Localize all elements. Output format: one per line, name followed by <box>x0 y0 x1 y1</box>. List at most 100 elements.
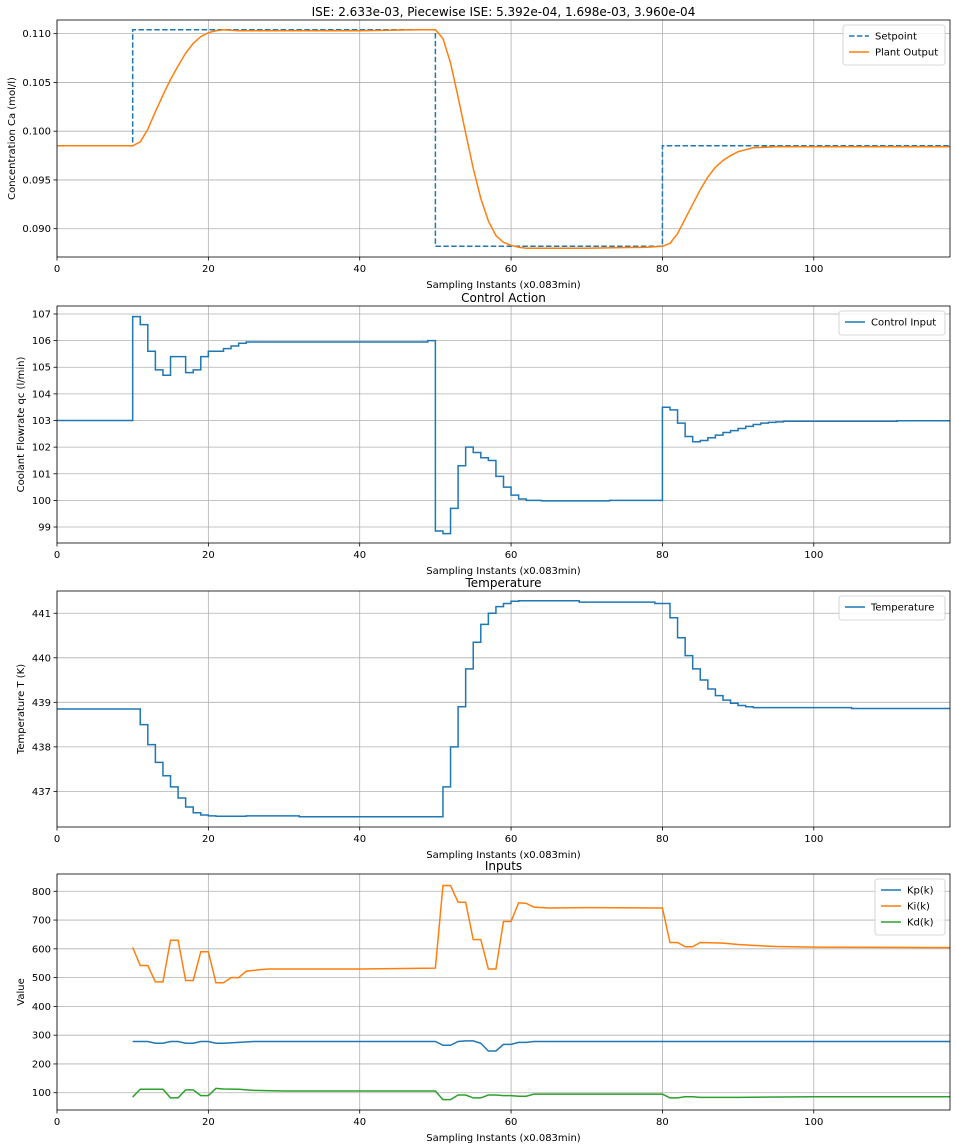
series-line-kp-k- <box>132 1040 950 1052</box>
legend-entry: Kp(k) <box>907 886 934 897</box>
y-tick-label: 439 <box>32 698 51 709</box>
legend-entry: Ki(k) <box>907 902 930 913</box>
legend: Control Input <box>838 310 946 336</box>
x-tick-label: 0 <box>54 1117 60 1128</box>
y-tick-label: 440 <box>32 653 51 664</box>
y-tick-label: 438 <box>32 742 51 753</box>
x-tick-label: 40 <box>353 264 366 275</box>
y-tick-label: 0.100 <box>22 127 51 138</box>
chart-title: Inputs <box>485 859 522 873</box>
x-tick-label: 40 <box>353 1117 366 1128</box>
y-tick-label: 0.095 <box>22 175 51 186</box>
y-tick-label: 700 <box>32 916 51 927</box>
y-tick-label: 103 <box>32 416 51 427</box>
panel-control-action: 0 20 40 60 80 100 99 100 101 102 103 104 105 106 107 Sa… <box>16 291 951 577</box>
series-line-setpoint <box>57 29 950 248</box>
y-tick-label: 104 <box>32 389 51 400</box>
x-tick-label: 20 <box>202 1117 215 1128</box>
plot-frame <box>56 590 951 828</box>
panel-inputs: 0 20 40 60 80 100 100 200 300 400 500 600 700 800 Samp… <box>16 859 951 1144</box>
series-group <box>57 600 950 818</box>
x-tick-label: 100 <box>804 550 823 561</box>
plot-frame <box>56 305 951 544</box>
chart-title: Control Action <box>461 291 546 305</box>
y-axis-label: Coolant Flowrate qc (l/min) <box>16 357 27 493</box>
chart-title: ISE: 2.633e-03, Piecewise ISE: 5.392e-04… <box>312 5 696 19</box>
y-tick-label: 102 <box>32 443 51 454</box>
grid <box>56 874 950 1110</box>
plot-frame <box>56 873 951 1111</box>
x-tick-label: 100 <box>804 1117 823 1128</box>
x-axis-label: Sampling Instants (x0.083min) <box>426 1133 580 1144</box>
panel-temperature: 0 20 40 60 80 100 437 438 439 440 441 Sampling Inst… <box>16 576 951 861</box>
series-line-temperature <box>57 600 950 818</box>
x-tick-label: 80 <box>656 550 669 561</box>
y-tick-label: 99 <box>38 523 51 534</box>
x-tick-label: 20 <box>202 550 215 561</box>
x-tick-label: 60 <box>505 550 518 561</box>
x-axis-label: Sampling Instants (x0.083min) <box>426 566 580 577</box>
x-tick-label: 80 <box>656 834 669 845</box>
x-axis-label: Sampling Instants (x0.083min) <box>426 850 580 861</box>
y-tick-label: 600 <box>32 944 51 955</box>
series-line-kd-k- <box>132 1087 950 1101</box>
y-axis-label: Temperature T (K) <box>16 664 27 755</box>
series-group <box>57 28 950 249</box>
legend-entry: Kd(k) <box>907 918 934 929</box>
legend: Setpoint Plant Output <box>842 24 946 66</box>
x-tick-label: 40 <box>353 550 366 561</box>
y-tick-label: 437 <box>32 787 51 798</box>
legend-box <box>838 310 946 336</box>
y-tick-label: 105 <box>32 363 51 374</box>
x-tick-label: 20 <box>202 834 215 845</box>
x-tick-label: 80 <box>656 264 669 275</box>
y-axis-label: Concentration Ca (mol/l) <box>7 77 18 200</box>
x-tick-label: 60 <box>505 1117 518 1128</box>
x-tick-label: 60 <box>505 834 518 845</box>
x-tick-label: 0 <box>54 834 60 845</box>
y-tick-label: 0.090 <box>22 224 51 235</box>
y-tick-label: 500 <box>32 973 51 984</box>
plot-frame <box>56 19 951 258</box>
x-tick-label: 60 <box>505 264 518 275</box>
y-tick-label: 400 <box>32 1002 51 1013</box>
series-line-plant-output <box>57 28 950 249</box>
legend-entry: Temperature <box>870 603 934 614</box>
y-tick-label: 101 <box>32 469 51 480</box>
y-tick-label: 200 <box>32 1059 51 1070</box>
legend: Temperature <box>838 595 946 621</box>
y-tick-label: 800 <box>32 887 51 898</box>
legend: Kp(k) Ki(k) Kd(k) <box>874 878 946 936</box>
legend-entry: Control Input <box>871 318 936 329</box>
legend-box <box>838 595 946 621</box>
x-axis-label: Sampling Instants (x0.083min) <box>426 280 580 291</box>
y-tick-label: 100 <box>32 496 51 507</box>
legend-box <box>874 878 946 936</box>
x-tick-label: 100 <box>804 834 823 845</box>
series-group <box>57 315 950 535</box>
x-tick-label: 100 <box>804 264 823 275</box>
series-line-ki-k- <box>131 884 950 984</box>
x-tick-label: 40 <box>353 834 366 845</box>
legend-entry: Plant Output <box>875 48 938 59</box>
x-tick-label: 0 <box>54 550 60 561</box>
grid <box>56 20 950 257</box>
legend-entry: Setpoint <box>875 32 917 43</box>
chart-title: Temperature <box>464 576 541 590</box>
legend-box <box>842 24 946 66</box>
x-tick-label: 0 <box>54 264 60 275</box>
y-axis-label: Value <box>16 978 27 1005</box>
series-line-control-input <box>57 315 950 535</box>
series-group <box>131 884 950 1101</box>
grid <box>56 591 950 827</box>
y-tick-label: 100 <box>32 1088 51 1099</box>
x-tick-label: 20 <box>202 264 215 275</box>
panel-concentration: 0 20 40 60 80 100 0.090 0.095 0.100 0.105 0.110 Sam… <box>7 5 951 291</box>
y-tick-label: 300 <box>32 1031 51 1042</box>
y-tick-label: 441 <box>32 609 51 620</box>
y-tick-label: 106 <box>32 336 51 347</box>
x-tick-label: 80 <box>656 1117 669 1128</box>
grid <box>56 306 950 543</box>
y-tick-label: 0.110 <box>22 29 51 40</box>
